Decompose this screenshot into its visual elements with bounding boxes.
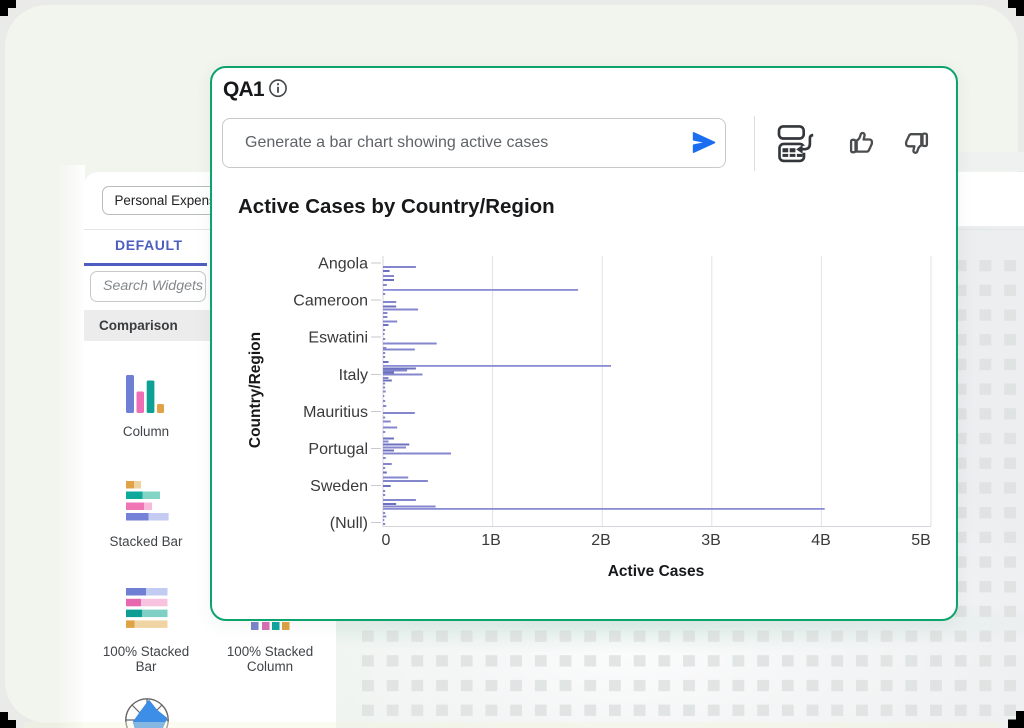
svg-text:Mauritius: Mauritius <box>303 404 368 421</box>
svg-text:Active Cases: Active Cases <box>608 563 705 580</box>
svg-text:1B: 1B <box>481 532 501 549</box>
svg-text:Cameroon: Cameroon <box>293 293 368 310</box>
svg-text:Italy: Italy <box>339 367 368 384</box>
svg-text:4B: 4B <box>811 532 831 549</box>
svg-text:3B: 3B <box>701 532 721 549</box>
svg-text:0: 0 <box>382 532 391 549</box>
svg-text:Country/Region: Country/Region <box>247 332 264 448</box>
svg-text:Angola: Angola <box>318 256 368 273</box>
svg-text:Portugal: Portugal <box>308 441 368 458</box>
svg-text:5B: 5B <box>911 532 931 549</box>
svg-text:(Null): (Null) <box>330 515 368 532</box>
svg-text:Eswatini: Eswatini <box>308 330 368 347</box>
svg-text:2B: 2B <box>591 532 611 549</box>
svg-text:Sweden: Sweden <box>310 478 368 495</box>
